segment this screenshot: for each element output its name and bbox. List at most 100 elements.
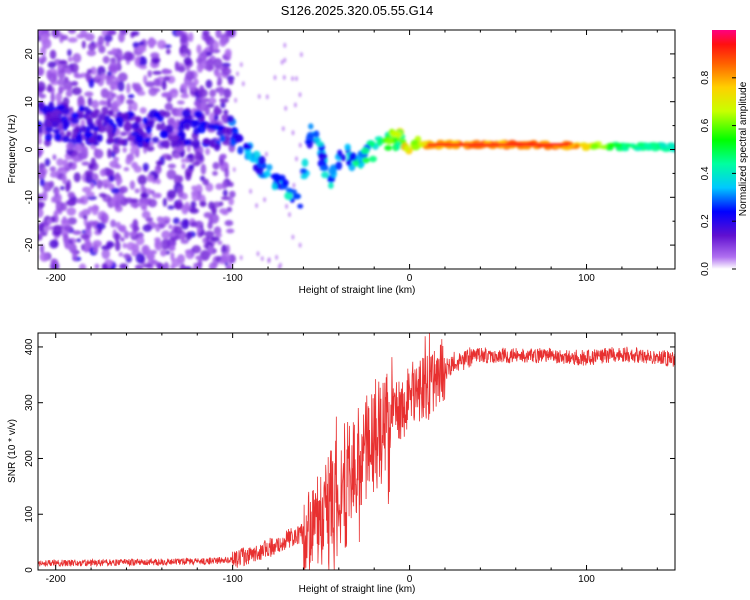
spectrogram-cell — [205, 79, 213, 89]
spectrogram-cell — [134, 188, 140, 194]
x-tick-label: 0 — [407, 574, 413, 585]
spectrogram-cell — [221, 252, 231, 263]
spectrogram-cell — [230, 138, 236, 148]
spectrogram-cell — [197, 124, 207, 134]
spectrogram-cell — [186, 154, 193, 159]
spectrogram-cell — [38, 207, 44, 219]
colorbar-tick-label: 0.0 — [700, 262, 711, 276]
spectrogram-cell — [208, 201, 215, 210]
y-tick-label: 300 — [24, 394, 35, 411]
x-tick-label: 0 — [407, 273, 413, 284]
spectrogram-cell — [196, 226, 202, 233]
spectrogram-cell — [83, 132, 93, 138]
spectrogram-cell — [328, 166, 337, 175]
spectrogram-cell — [135, 253, 145, 264]
spectrogram-cell — [47, 61, 57, 69]
spectrogram-cell — [44, 158, 51, 167]
spectrogram-cell — [130, 131, 140, 137]
spectrogram-cell — [39, 178, 45, 187]
spectrogram-cell — [157, 39, 167, 50]
spectrogram-cell — [100, 73, 107, 80]
spectrogram-cell — [71, 80, 79, 87]
spectrogram-cell — [212, 162, 220, 170]
spectrogram-cell — [161, 140, 170, 149]
spectrogram-cell — [141, 210, 151, 219]
spectrogram-cell — [66, 85, 73, 91]
spectrogram-cell — [111, 47, 118, 55]
spectrogram-cell — [180, 83, 188, 90]
spectrogram-cell — [71, 112, 79, 119]
spectrogram-cell — [360, 147, 370, 155]
y-tick-label: 10 — [24, 96, 35, 108]
spectrogram-cell — [105, 74, 111, 86]
spectrogram-cell — [212, 170, 218, 176]
spectrogram-cell — [143, 74, 148, 85]
spectrogram-cell — [142, 117, 149, 125]
spectrogram-cell — [403, 144, 410, 152]
spectrogram-cell — [142, 224, 152, 232]
spectrogram-cell — [161, 69, 172, 74]
spectrogram-cell — [78, 105, 85, 112]
spectrogram-cell — [223, 88, 232, 99]
spectrogram-cell — [112, 100, 122, 108]
spectrogram-cell — [136, 140, 144, 148]
spectrogram-cell — [116, 178, 121, 187]
spectrogram-cell — [177, 187, 184, 198]
spectrogram-cell — [57, 194, 62, 202]
spectrogram-cell — [105, 168, 115, 177]
spectrogram-cell — [185, 231, 192, 241]
spectrogram-cell — [133, 165, 142, 173]
spectrogram-cell — [52, 128, 61, 134]
spectrogram-cell — [82, 214, 88, 220]
spectrogram-cell — [173, 225, 183, 235]
spectrogram-cell — [633, 146, 642, 152]
spectrogram-cell — [38, 231, 43, 241]
spectrogram-cell — [128, 231, 138, 236]
spectrogram-cell — [148, 41, 155, 47]
spectrogram-cell — [126, 99, 135, 105]
spectrogram-cell — [97, 134, 103, 143]
spectrogram-cell — [209, 42, 214, 54]
spectrogram-cell — [38, 66, 45, 77]
spectrogram-cell — [92, 243, 99, 253]
spectrogram-cell — [129, 180, 136, 190]
spectrogram-cell — [81, 40, 86, 49]
spectrogram-cell — [209, 89, 217, 98]
spectrogram-cell — [213, 105, 221, 116]
spectrogram-cell — [115, 199, 120, 209]
spectrogram-cell — [72, 127, 78, 137]
spectrogram-cell — [224, 220, 234, 227]
spectrogram-cell — [344, 143, 351, 151]
spectrogram-cell — [219, 37, 227, 47]
spectrogram-cell — [49, 49, 57, 60]
spectrogram-cell — [77, 95, 85, 106]
spectrogram-cell — [41, 190, 48, 202]
spectrogram-cell — [50, 258, 59, 266]
spectrogram-cell — [298, 92, 302, 98]
spectrogram-cell — [124, 122, 133, 132]
spectrogram-cell — [49, 171, 59, 178]
spectrogram-cell — [54, 133, 62, 141]
spectrogram-cell — [335, 161, 343, 171]
spectrogram-cell — [226, 115, 234, 123]
spectrogram-cell — [83, 242, 89, 253]
spectrogram-cell — [67, 56, 73, 63]
spectrogram-cell — [222, 189, 228, 197]
spectrogram-cell — [213, 143, 221, 152]
spectrogram-cell — [148, 198, 158, 208]
spectrogram-cell — [68, 30, 77, 34]
spectrogram-cell — [260, 256, 264, 262]
colorbar-tick-label: 0.2 — [700, 214, 711, 228]
spectrogram-cell — [44, 133, 53, 142]
spectrogram-cell — [84, 33, 95, 41]
spectrogram-cell — [152, 70, 162, 75]
spectrogram-cell — [181, 163, 186, 170]
spectrogram-cell — [273, 75, 277, 81]
spectrogram-cell — [263, 197, 267, 203]
spectrogram-cell — [201, 97, 210, 103]
spectrogram-cell — [62, 159, 69, 169]
spectrogram-cell — [138, 56, 147, 67]
spectrogram-cell — [340, 154, 347, 162]
spectrogram-cell — [104, 34, 113, 43]
